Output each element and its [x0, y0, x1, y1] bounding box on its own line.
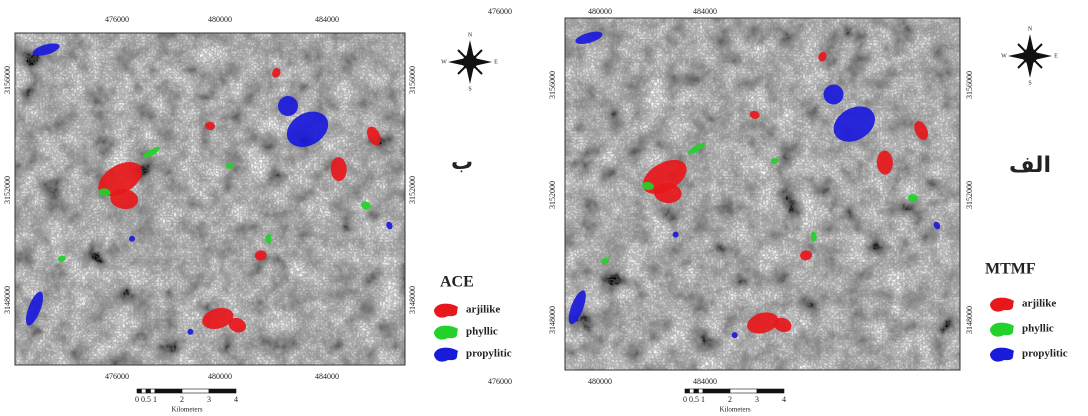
panel-label: ب [451, 150, 473, 175]
scale-segment [730, 389, 757, 393]
x-coordinate: 480000 [588, 7, 612, 16]
scale-label: 3 [755, 395, 759, 404]
map-panel: 476000 476000 480000 480000 484000 484000 3156… [3, 15, 512, 414]
scale-label: 0.5 [689, 395, 699, 404]
scale-label: 3 [207, 395, 211, 404]
north-arrow: N S E W [441, 32, 498, 92]
y-coordinate: 3148000 [548, 306, 557, 334]
x-coordinate: 476000 [488, 377, 512, 386]
scale-label: 1 [701, 395, 705, 404]
y-coordinate: 3148000 [408, 286, 417, 314]
legend-swatch [434, 304, 458, 318]
compass-w: W [441, 59, 447, 65]
x-coordinate: 480000 [208, 372, 232, 381]
x-coordinate: 476000 [105, 15, 129, 24]
compass-w: W [1001, 53, 1007, 59]
legend-label: phyllic [466, 326, 498, 338]
scale-label: 2 [728, 395, 732, 404]
y-coordinate: 3152000 [548, 181, 557, 209]
scale-segment [757, 389, 784, 393]
legend-title: ACE [440, 274, 474, 291]
y-coordinate: 3156000 [408, 66, 417, 94]
scale-label: 0 [135, 395, 139, 404]
figure: 476000 476000 480000 480000 484000 484000 3156… [0, 0, 1088, 416]
y-coordinate: 3148000 [3, 286, 12, 314]
north-arrow: N S E W [1001, 26, 1058, 86]
scale-label: 4 [782, 395, 786, 404]
scale-label: 4 [234, 395, 238, 404]
scale-segment [137, 389, 142, 393]
x-coordinate: 484000 [693, 377, 717, 386]
scale-unit: Kilometers [719, 406, 750, 414]
map-panel: 476000 476000 480000 480000 484000 484000 3156… [488, 7, 1068, 414]
x-coordinate: 480000 [208, 15, 232, 24]
legend-swatch [990, 323, 1014, 337]
scale-segment [703, 389, 730, 393]
scale-label: 2 [180, 395, 184, 404]
scale-segment [694, 389, 699, 393]
scale-segment [155, 389, 182, 393]
y-coordinate: 3156000 [3, 66, 12, 94]
scale-label: 0 [683, 395, 687, 404]
scale-label: 1 [153, 395, 157, 404]
y-coordinate: 3152000 [965, 181, 974, 209]
scale-segment [690, 389, 695, 393]
scale-segment [685, 389, 690, 393]
y-coordinate: 3152000 [408, 176, 417, 204]
x-coordinate: 476000 [105, 372, 129, 381]
scale-segment [151, 389, 156, 393]
x-coordinate: 480000 [588, 377, 612, 386]
compass-s: S [468, 86, 471, 92]
y-coordinate: 3152000 [3, 176, 12, 204]
x-coordinate: 476000 [488, 7, 512, 16]
compass-n: N [1028, 26, 1033, 32]
scale-segment [182, 389, 209, 393]
x-coordinate: 484000 [315, 372, 339, 381]
scale-segment [142, 389, 147, 393]
scale-unit: Kilometers [171, 406, 202, 414]
x-coordinate: 484000 [693, 7, 717, 16]
legend-title: MTMF [985, 261, 1036, 278]
compass-e: E [1054, 53, 1058, 59]
legend-label: propylitic [466, 348, 512, 360]
panel-label: الف [1009, 153, 1051, 178]
legend-label: phyllic [1022, 323, 1054, 335]
legend-swatch [990, 298, 1014, 312]
compass-e: E [494, 59, 498, 65]
legend-label: propylitic [1022, 348, 1068, 360]
legend-swatch [434, 348, 458, 362]
x-coordinate: 484000 [315, 15, 339, 24]
scale-segment [146, 389, 151, 393]
compass-s: S [1028, 80, 1031, 86]
y-coordinate: 3156000 [965, 71, 974, 99]
legend-label: arjilike [466, 304, 500, 316]
y-coordinate: 3148000 [965, 306, 974, 334]
legend-swatch [434, 326, 458, 340]
legend-swatch [990, 348, 1014, 362]
compass-n: N [468, 32, 473, 38]
scale-segment [209, 389, 236, 393]
legend-label: arjilike [1022, 298, 1056, 310]
scale-label: 0.5 [141, 395, 151, 404]
scale-segment [699, 389, 704, 393]
y-coordinate: 3156000 [548, 71, 557, 99]
